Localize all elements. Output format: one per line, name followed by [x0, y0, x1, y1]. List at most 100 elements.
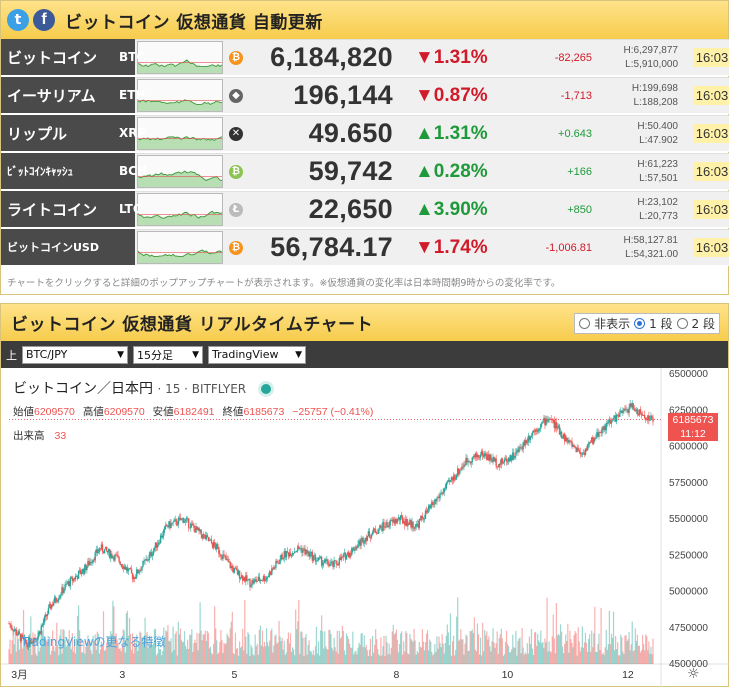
ethereum-icon: ◆	[229, 88, 243, 103]
volume-bar	[88, 638, 90, 664]
ticker-title: ビットコイン 仮想通貨 自動更新	[65, 12, 323, 33]
candle-body	[69, 577, 71, 587]
candle-body	[509, 455, 512, 462]
provider-select[interactable]: TradingView ▼	[208, 345, 306, 364]
facebook-icon[interactable]: f	[33, 9, 55, 31]
tradingview-promo-link[interactable]: TradingViewの更なる特徴	[21, 635, 166, 649]
candle-body	[346, 552, 349, 556]
radio-one-row[interactable]	[634, 318, 646, 329]
tradingview-chart[interactable]: 6500000 6250000 6000000 5750000 5500000 52500…	[1, 368, 729, 687]
candle-body	[260, 579, 263, 581]
candle-body	[399, 515, 402, 521]
twitter-icon[interactable]: t	[7, 9, 29, 31]
sparkline-chart[interactable]	[137, 231, 223, 264]
ticker-row[interactable]: ビットコインUSD ₿ 56,784.17 ▼1.74% -1,006.81 H…	[1, 229, 729, 266]
candle-body	[568, 440, 570, 443]
volume-bar	[545, 642, 547, 664]
volume-bar	[349, 643, 351, 664]
candle-body	[598, 432, 600, 437]
candle-body	[173, 519, 175, 522]
candle-body	[503, 459, 506, 463]
gear-icon[interactable]: ☼	[687, 666, 700, 682]
volume-bar	[577, 627, 579, 664]
candle-body	[616, 414, 619, 416]
candle-body	[635, 409, 638, 411]
candle-body	[20, 634, 23, 641]
volume-bar	[224, 644, 226, 664]
candle-body	[94, 552, 96, 561]
candle-body	[356, 546, 358, 548]
sparkline-chart[interactable]	[137, 79, 223, 112]
price-chart-svg[interactable]: 6500000 6250000 6000000 5750000 5500000 52500…	[1, 368, 729, 687]
volume-bar	[387, 654, 389, 664]
candle-body	[88, 560, 90, 566]
volume-bar	[583, 642, 586, 664]
candle-body	[493, 457, 495, 462]
coin-data: ₿ 59,742 ▲0.28% +166 H:61,223 L:57,501 1…	[135, 153, 729, 189]
candle-body	[167, 526, 169, 528]
candle-body	[498, 464, 500, 468]
candle-body	[57, 599, 59, 602]
volume-bar	[111, 633, 113, 664]
candle-body	[254, 579, 256, 581]
sparkline-chart[interactable]	[137, 117, 223, 150]
candle-body	[54, 597, 56, 603]
update-time: 16:03	[694, 162, 729, 181]
ticker-row[interactable]: ビットコイン BTC ₿ 6,184,820 ▼1.31% -82,265 H:…	[1, 39, 729, 76]
sparkline-chart[interactable]	[137, 193, 223, 226]
candle-body	[89, 561, 91, 566]
sparkline-chart[interactable]	[137, 155, 223, 188]
volume-bar	[318, 655, 321, 664]
volume-bar	[221, 639, 223, 664]
coin-name: ビットコイン	[7, 48, 98, 67]
ticker-row[interactable]: イーサリアム ETH ◆ 196,144 ▼0.87% -1,713 H:199…	[1, 77, 729, 114]
volume-bar	[288, 643, 291, 664]
x-tick-label: 12	[622, 669, 634, 681]
sparkline-chart[interactable]	[137, 41, 223, 74]
candle-body	[182, 518, 185, 523]
volume-bar	[207, 632, 210, 664]
volume-bar	[87, 635, 89, 664]
candle-body	[158, 542, 161, 544]
candle-body	[320, 556, 323, 566]
candle-body	[537, 431, 539, 432]
volume-bar	[140, 632, 142, 664]
pair-select[interactable]: BTC/JPY ▼	[22, 345, 128, 364]
ticker-row[interactable]: リップル XRP ✕ 49.650 ▲1.31% +0.643 H:50.400…	[1, 115, 729, 152]
volume-bar	[273, 645, 275, 664]
tv-symbol-title: ビットコイン／日本円 · 15 · BITFLYER	[13, 378, 271, 398]
candle-body	[512, 452, 514, 460]
volume-bar	[307, 644, 309, 664]
ticker-row[interactable]: ライトコイン LTC Ł 22,650 ▲3.90% +850 H:23,102…	[1, 191, 729, 228]
volume-bar	[330, 634, 332, 664]
ticker-row[interactable]: ﾋﾞｯﾄｺｲﾝｷｬｯｼｭ BCH ₿ 59,742 ▲0.28% +166 H:…	[1, 153, 729, 190]
volume-bar	[280, 641, 282, 664]
volume-bar	[276, 643, 278, 664]
volume-bar	[49, 654, 52, 664]
candle-body	[577, 447, 579, 451]
candle-body	[570, 440, 572, 442]
coin-change-percent: ▼0.87%	[415, 84, 488, 106]
candle-body	[174, 519, 176, 521]
x-tick-label: 3	[119, 669, 125, 681]
y-tick-label: 5750000	[669, 478, 708, 489]
interval-select[interactable]: 15分足 ▼	[133, 345, 203, 364]
candle-body	[359, 540, 361, 546]
volume-bar	[79, 630, 81, 664]
candle-body	[8, 623, 10, 625]
candle-body	[81, 573, 83, 575]
y-tick-label: 5000000	[669, 587, 708, 598]
volume-bar	[113, 606, 115, 664]
candle-body	[286, 551, 289, 553]
volume-bar	[176, 655, 178, 664]
volume-bar	[236, 648, 239, 664]
radio-two-rows[interactable]	[676, 318, 688, 329]
candle-body	[355, 546, 357, 551]
candle-body	[37, 635, 39, 640]
volume-bar	[408, 654, 410, 664]
volume-bar	[396, 639, 399, 664]
radio-hide[interactable]	[579, 318, 591, 329]
candle-body	[186, 518, 189, 519]
volume-bar	[53, 646, 55, 664]
volume-bar	[67, 638, 69, 664]
